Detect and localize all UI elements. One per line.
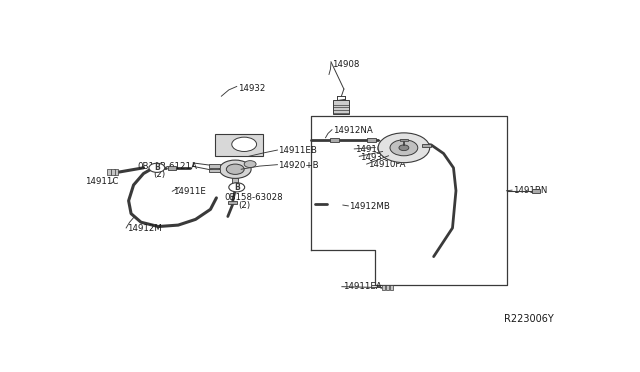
Circle shape [228,183,244,192]
Text: (2): (2) [154,170,166,179]
Text: 14912NA: 14912NA [333,126,372,135]
Bar [111,169,115,175]
Bar [209,169,220,172]
Text: 14910F: 14910F [355,145,388,154]
Bar [209,164,220,167]
Text: 14911EA: 14911EA [343,282,381,291]
Circle shape [149,163,165,172]
Text: 14920+B: 14920+B [278,161,319,170]
Bar [367,138,376,142]
Circle shape [232,137,257,151]
Text: 0B158-63028: 0B158-63028 [225,193,284,202]
Text: 14911E: 14911E [173,187,206,196]
Text: 14932: 14932 [237,84,265,93]
Text: 14910FA: 14910FA [367,160,405,169]
Bar [231,186,240,189]
Bar [168,166,176,170]
Bar [386,285,389,291]
Bar [532,189,540,193]
Bar [390,285,393,291]
Bar [216,134,262,156]
Text: 14911EB: 14911EB [278,146,317,155]
Bar [114,169,118,175]
Bar [333,100,349,114]
Text: R223006Y: R223006Y [504,314,554,324]
Bar [400,139,408,141]
Bar [108,169,111,175]
Circle shape [244,161,256,167]
Text: (2): (2) [238,201,250,209]
Text: 14908: 14908 [332,60,359,69]
Text: 1491BN: 1491BN [513,186,547,195]
Text: 14911C: 14911C [85,177,118,186]
Text: 14912M: 14912M [127,224,162,233]
Bar [422,144,431,147]
Circle shape [227,164,244,174]
Circle shape [378,133,429,163]
Circle shape [399,145,409,151]
Text: 14912MB: 14912MB [349,202,390,211]
Text: B: B [234,183,239,192]
Bar [232,178,238,184]
Bar [382,285,385,291]
Circle shape [390,140,418,156]
Bar [228,201,237,203]
Text: 14939: 14939 [360,153,387,162]
Circle shape [220,160,251,179]
Text: B: B [154,163,160,172]
Bar [330,138,339,142]
Text: 0B1AB-6121A: 0B1AB-6121A [137,162,197,171]
